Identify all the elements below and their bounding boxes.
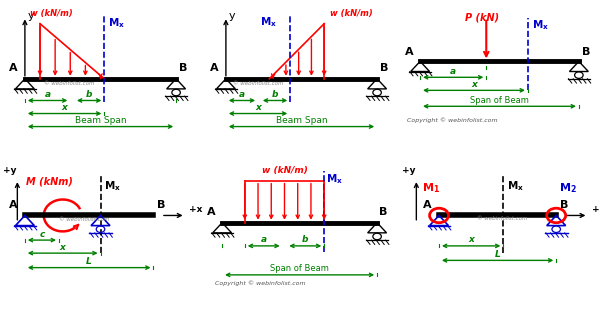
Text: A: A	[404, 47, 413, 57]
Text: $\mathbf{M_2}$: $\mathbf{M_2}$	[559, 181, 577, 195]
Text: B: B	[560, 200, 568, 210]
Text: w (kN/m): w (kN/m)	[330, 9, 373, 18]
Text: +x: +x	[592, 205, 600, 214]
Text: A: A	[206, 207, 215, 217]
Text: L: L	[86, 257, 92, 266]
Text: +y: +y	[3, 166, 17, 175]
Text: a: a	[44, 90, 50, 99]
Text: +y: +y	[402, 166, 416, 175]
Text: B: B	[582, 47, 590, 57]
Text: $\mathbf{M_x}$: $\mathbf{M_x}$	[260, 15, 277, 29]
Text: y: y	[27, 11, 34, 21]
Text: x: x	[468, 235, 474, 244]
Text: $\mathbf{M_x}$: $\mathbf{M_x}$	[532, 18, 548, 32]
Text: B: B	[379, 207, 387, 217]
Text: Span of Beam: Span of Beam	[470, 96, 529, 105]
Text: P (kN): P (kN)	[466, 12, 500, 22]
Text: +x: +x	[190, 205, 203, 214]
Text: b: b	[302, 235, 308, 244]
Text: y: y	[228, 11, 235, 21]
Text: A: A	[424, 200, 432, 210]
Text: A: A	[9, 63, 18, 73]
Text: $\mathbf{M_x}$: $\mathbf{M_x}$	[108, 16, 125, 30]
Text: x: x	[62, 103, 67, 112]
Text: © webinfolist.com: © webinfolist.com	[44, 81, 94, 86]
Text: B: B	[179, 63, 188, 73]
Text: Copyright © webinfolist.com: Copyright © webinfolist.com	[407, 117, 497, 123]
Text: a: a	[450, 67, 456, 76]
Text: A: A	[210, 63, 219, 73]
Text: x: x	[255, 103, 261, 112]
Text: w (kN/m): w (kN/m)	[30, 9, 73, 18]
Text: x: x	[60, 243, 65, 252]
Text: © webinfolist.com: © webinfolist.com	[477, 216, 527, 221]
Text: B: B	[380, 63, 389, 73]
Text: A: A	[9, 200, 18, 210]
Text: b: b	[86, 90, 92, 99]
Text: c: c	[39, 230, 44, 239]
Text: b: b	[272, 90, 278, 99]
Text: $\mathbf{M_x}$: $\mathbf{M_x}$	[104, 179, 121, 193]
Text: $\mathbf{M_1}$: $\mathbf{M_1}$	[422, 181, 440, 195]
Text: $\mathbf{M_x}$: $\mathbf{M_x}$	[326, 172, 343, 186]
Text: Beam Span: Beam Span	[74, 116, 127, 125]
Text: $\mathbf{M_x}$: $\mathbf{M_x}$	[507, 179, 524, 193]
Text: x: x	[471, 80, 477, 89]
Text: Copyright © webinfolist.com: Copyright © webinfolist.com	[215, 280, 305, 286]
Text: L: L	[495, 250, 500, 259]
Text: a: a	[260, 235, 267, 244]
Text: B: B	[157, 200, 165, 210]
Text: © webinfolist.com: © webinfolist.com	[59, 217, 109, 222]
Text: Beam Span: Beam Span	[275, 116, 328, 125]
Text: Span of Beam: Span of Beam	[270, 264, 329, 273]
Text: M (kNm): M (kNm)	[26, 176, 73, 186]
Text: a: a	[239, 90, 245, 99]
Text: © webinfolist.com: © webinfolist.com	[233, 81, 284, 86]
Text: w (kN/m): w (kN/m)	[262, 166, 307, 175]
